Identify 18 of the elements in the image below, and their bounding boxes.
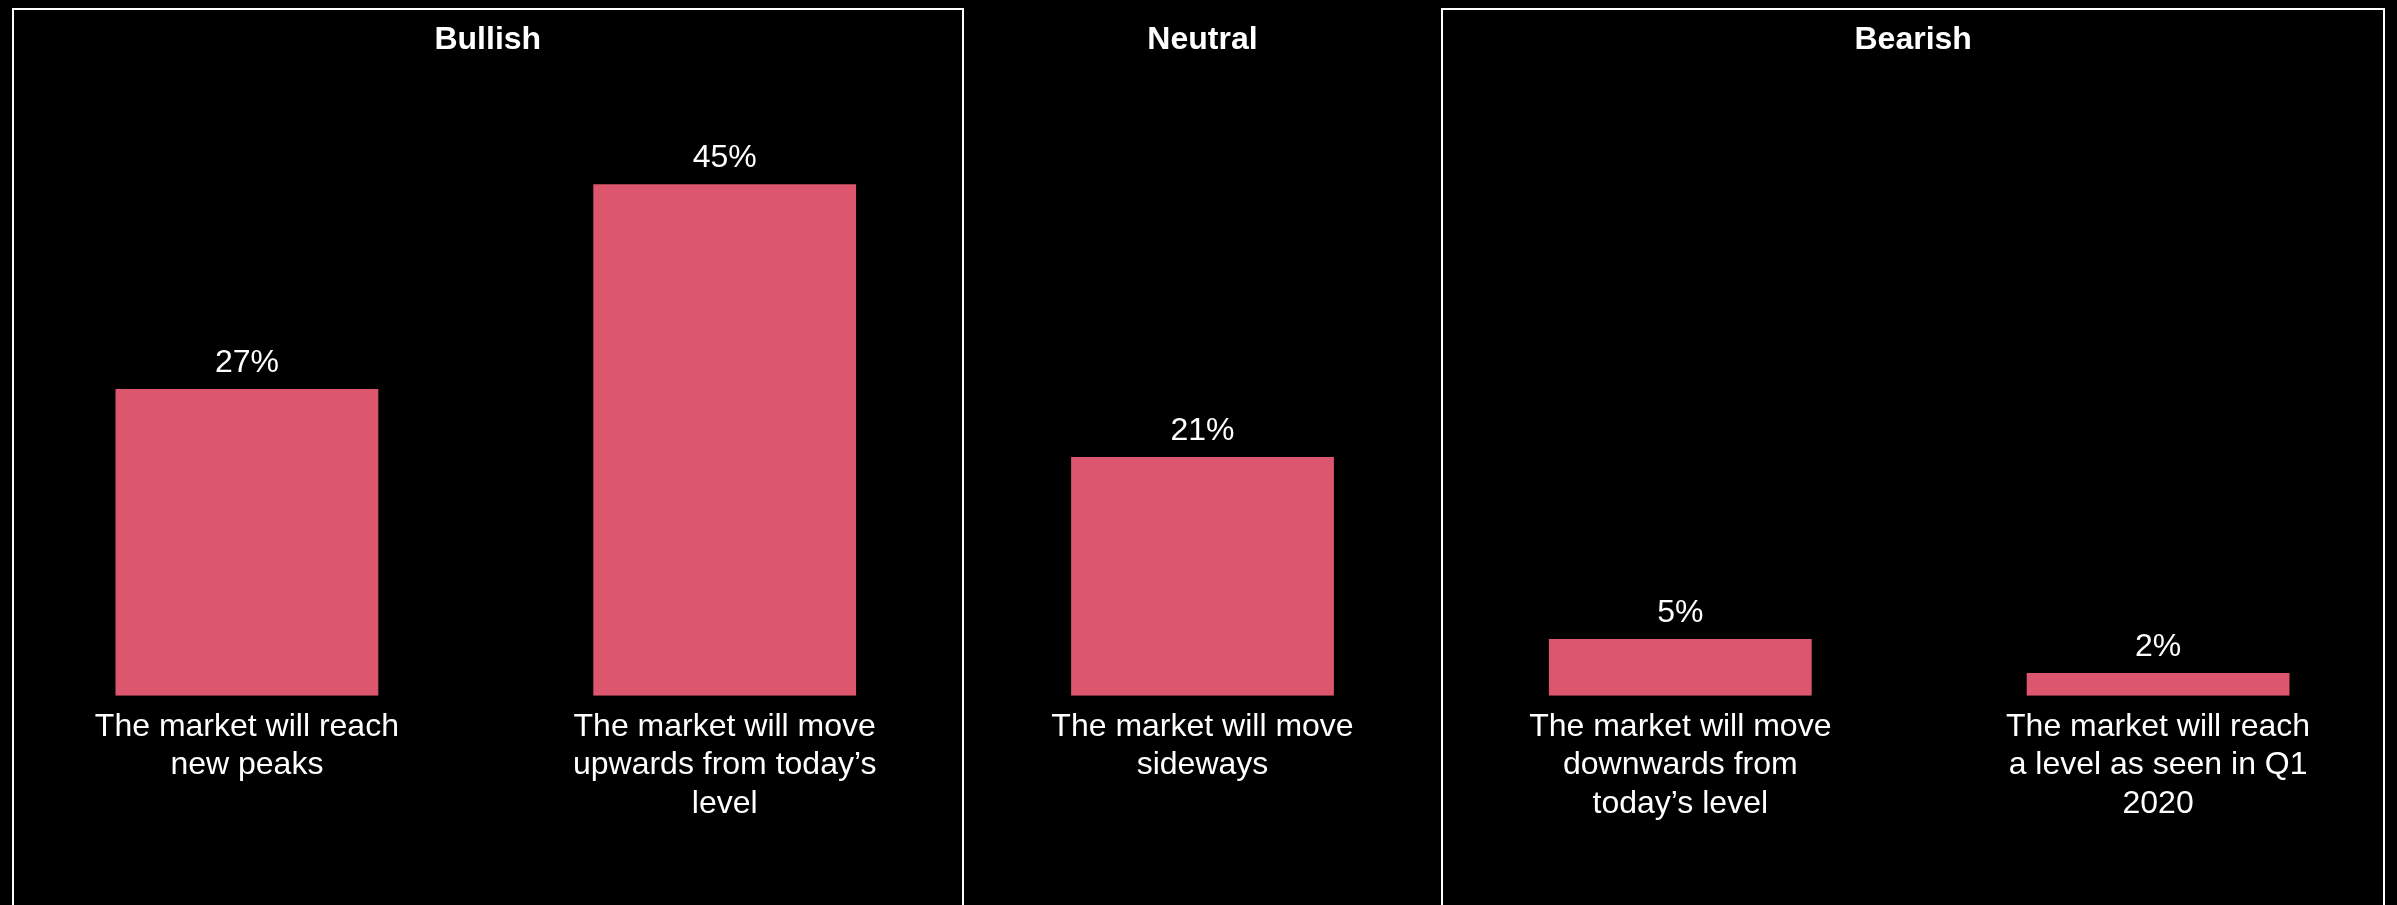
text: Bearish	[1853, 20, 1973, 57]
x-tick-label: The market will move upwards from today’s level	[572, 706, 877, 820]
x-tick-label: The market will move downwards from today’s level	[1529, 706, 1832, 820]
data-label: 21%	[1170, 410, 1235, 447]
data-label: 5%	[1657, 592, 1704, 629]
x-tick-label: The market will reach a level as seen in Q1 2020	[2006, 706, 2311, 820]
x-tick-label: The market will move sideways	[1051, 706, 1354, 782]
text: Bullish	[433, 20, 543, 57]
data-label: 27%	[214, 342, 279, 379]
bar	[1548, 638, 1812, 696]
data-label: 45%	[692, 138, 757, 175]
bar	[593, 184, 857, 696]
bar	[115, 388, 379, 696]
bar	[1071, 457, 1334, 696]
x-tick-label: The market will reach new peaks	[94, 706, 399, 782]
data-label: 2%	[2134, 626, 2182, 663]
bar	[2026, 673, 2290, 696]
text: Neutral	[1146, 20, 1259, 57]
